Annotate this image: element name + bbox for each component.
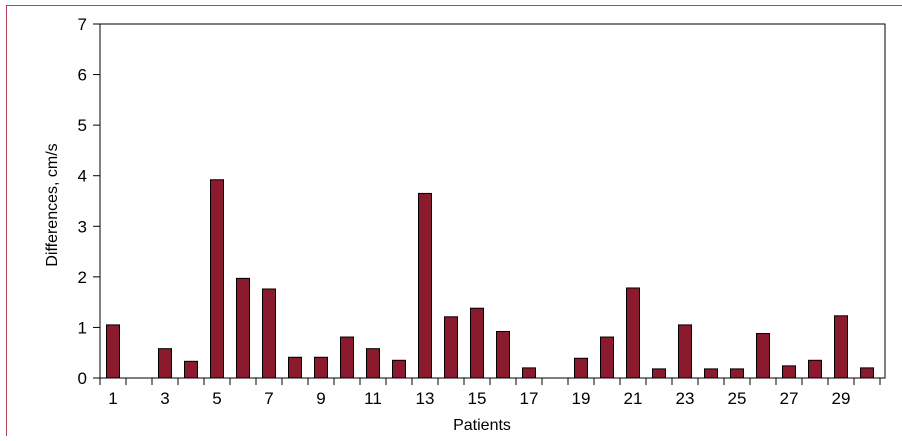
y-tick-label: 0	[78, 369, 87, 388]
bar-patient-29	[834, 315, 848, 379]
bar-patient-7	[262, 288, 276, 379]
y-tick-label: 3	[78, 217, 87, 236]
x-tick-label: 9	[316, 389, 325, 408]
x-tick-label: 3	[160, 389, 169, 408]
y-tick-label: 7	[78, 15, 87, 34]
bar-patient-9	[314, 356, 328, 379]
bar-patient-17	[522, 367, 536, 379]
bar-patient-10	[340, 336, 354, 379]
y-tick-label: 4	[78, 167, 87, 186]
bar-patient-26	[756, 332, 770, 379]
bar-patient-1	[106, 324, 120, 379]
bar-patient-4	[184, 360, 198, 379]
x-tick-label: 13	[416, 389, 435, 408]
x-tick-label: 29	[832, 389, 851, 408]
bar-patient-21	[626, 287, 640, 379]
x-tick-label: 5	[212, 389, 221, 408]
x-tick-label: 19	[572, 389, 591, 408]
x-tick-label: 11	[364, 389, 382, 408]
bar-patient-15	[470, 307, 484, 379]
bar-patient-24	[704, 368, 718, 379]
x-axis-title: Patients	[453, 417, 511, 434]
y-axis-title: Differences, cm/s	[44, 143, 61, 266]
bar-patient-12	[392, 359, 406, 379]
x-tick-label: 27	[780, 389, 799, 408]
x-tick-label: 15	[468, 389, 487, 408]
bar-patient-28	[808, 359, 822, 379]
bar-patient-3	[158, 348, 172, 379]
plot-area	[99, 23, 886, 379]
x-tick-label: 1	[108, 389, 117, 408]
y-tick-label: 1	[78, 318, 87, 337]
bar-patient-16	[496, 330, 510, 379]
bar-patient-14	[444, 316, 458, 379]
x-tick-label: 23	[676, 389, 695, 408]
bar-patient-22	[652, 368, 666, 379]
bar-patient-8	[288, 356, 302, 379]
x-tick-label: 25	[728, 389, 747, 408]
bar-patient-25	[730, 368, 744, 379]
x-tick-label: 17	[520, 389, 539, 408]
y-tick-label: 6	[78, 66, 87, 85]
bar-patient-6	[236, 277, 250, 379]
x-tick-label: 21	[624, 389, 643, 408]
bar-patient-30	[860, 367, 874, 379]
bar-patient-5	[210, 179, 224, 379]
bar-patient-13	[418, 192, 432, 379]
bar-patient-27	[782, 365, 796, 379]
bar-patient-19	[574, 357, 588, 379]
y-tick-label: 2	[78, 268, 87, 287]
bar-patient-23	[678, 324, 692, 379]
y-tick-label: 5	[78, 116, 87, 135]
x-tick-label: 7	[264, 389, 273, 408]
bar-patient-20	[600, 336, 614, 379]
bar-patient-11	[366, 348, 380, 379]
